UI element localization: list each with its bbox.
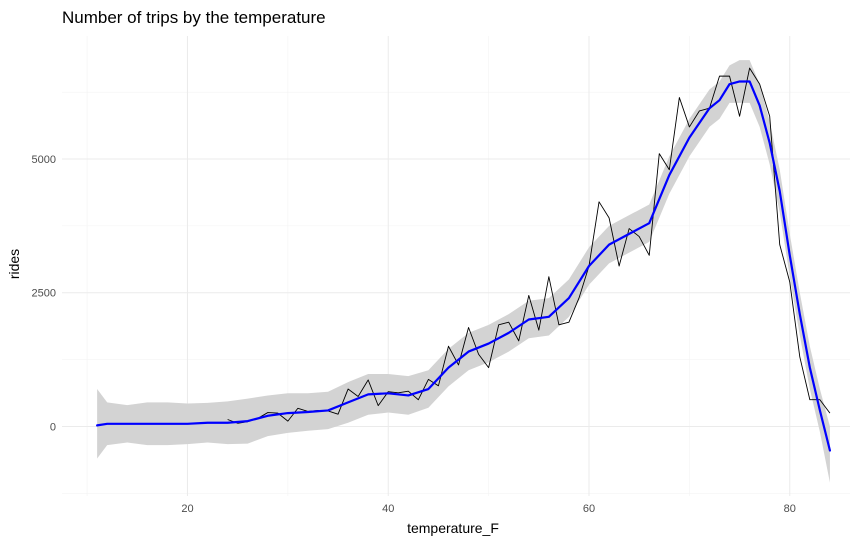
smooth-trend-line xyxy=(96,80,832,452)
y-tick-label: 0 xyxy=(50,421,56,433)
y-tick-labels: 0 2500 5000 xyxy=(32,154,56,433)
smooth-series-layer xyxy=(96,80,832,452)
y-tick-label: 2500 xyxy=(32,288,56,300)
x-axis-title: temperature_F xyxy=(407,520,499,536)
y-axis-title: rides xyxy=(6,249,22,279)
x-tick-label: 40 xyxy=(382,503,394,515)
x-tick-label: 80 xyxy=(784,503,796,515)
x-tick-label: 60 xyxy=(583,503,595,515)
confidence-band-layer xyxy=(97,60,830,483)
y-tick-label: 5000 xyxy=(32,154,56,166)
x-tick-labels: 20 40 60 80 xyxy=(181,503,796,515)
chart-title: Number of trips by the temperature xyxy=(62,8,326,27)
confidence-band xyxy=(97,60,830,483)
raw-rides-line xyxy=(227,67,831,424)
raw-series-layer xyxy=(227,67,831,424)
x-tick-label: 20 xyxy=(181,503,193,515)
